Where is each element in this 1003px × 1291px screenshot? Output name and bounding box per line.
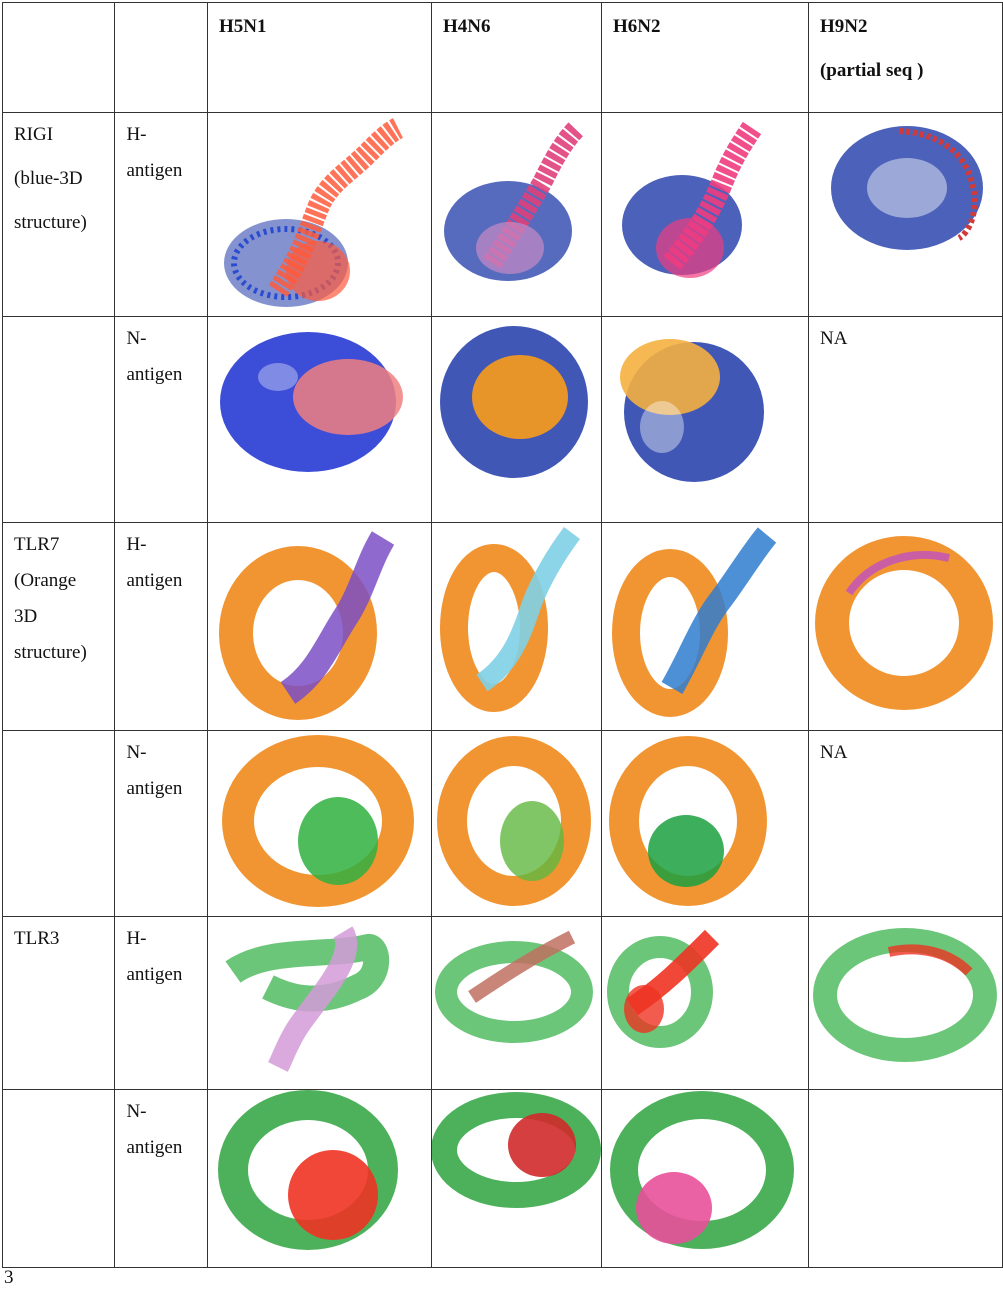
structure-image-tlr3-n-h5n1 — [206, 1089, 432, 1268]
structure-image-rigi-n-h4n6 — [430, 316, 602, 523]
header-cell-empty-1 — [1, 2, 116, 113]
structure-image-tlr7-n-h5n1 — [206, 730, 432, 917]
receptor-cell — [1, 1089, 116, 1268]
na-cell: NA — [807, 730, 1003, 917]
receptor-cell: TLR7 (Orange 3D structure) — [1, 522, 116, 731]
row-rigi-h-antigen: RIGI (blue-3D structure) H-antigen — [1, 112, 1003, 317]
receptor-cell — [1, 316, 116, 523]
row-rigi-n-antigen: N-antigen NA — [1, 316, 1003, 523]
structure-image-tlr7-h5n1 — [206, 522, 432, 731]
row-tlr3-n-antigen: N-antigen — [1, 1089, 1003, 1268]
row-tlr7-n-antigen: N-antigen NA — [1, 730, 1003, 917]
structure-image-rigi-n-h5n1 — [206, 316, 432, 523]
header-h5n1: H5N1 — [206, 2, 432, 113]
structure-image-tlr3-n-h4n6 — [430, 1089, 602, 1268]
structure-image-tlr7-n-h4n6 — [430, 730, 602, 917]
structure-image-rigi-h9n2 — [807, 112, 1003, 317]
header-h9n2: H9N2 (partial seq ) — [807, 2, 1003, 113]
receptor-cell — [1, 730, 116, 917]
structure-image-rigi-h4n6 — [430, 112, 602, 317]
row-tlr7-h-antigen: TLR7 (Orange 3D structure) H-antigen — [1, 522, 1003, 731]
antigen-cell: H-antigen — [114, 112, 208, 317]
structure-image-tlr3-h4n6 — [430, 916, 602, 1090]
antigen-cell: H-antigen — [114, 916, 208, 1090]
antigen-cell: N-antigen — [114, 730, 208, 917]
header-h4n6: H4N6 — [430, 2, 602, 113]
structure-image-rigi-n-h6n2 — [600, 316, 809, 523]
antigen-cell: N-antigen — [114, 316, 208, 523]
page-number: 3 — [4, 1267, 14, 1288]
receptor-cell: RIGI (blue-3D structure) — [1, 112, 116, 317]
empty-cell — [807, 1089, 1003, 1268]
receptor-cell: TLR3 — [1, 916, 116, 1090]
structure-image-rigi-h6n2 — [600, 112, 809, 317]
structure-image-tlr7-h9n2 — [807, 522, 1003, 731]
structure-image-tlr7-h6n2 — [600, 522, 809, 731]
results-table: H5N1 H4N6 H6N2 H9N2 (partial seq ) RIGI … — [1, 2, 1003, 1268]
header-h6n2: H6N2 — [600, 2, 809, 113]
na-cell: NA — [807, 316, 1003, 523]
structure-image-tlr3-n-h6n2 — [600, 1089, 809, 1268]
structure-image-tlr7-h4n6 — [430, 522, 602, 731]
header-cell-empty-2 — [114, 2, 208, 113]
antigen-cell: H-antigen — [114, 522, 208, 731]
structure-image-tlr3-h6n2 — [600, 916, 809, 1090]
structure-image-tlr7-n-h6n2 — [600, 730, 809, 917]
antigen-cell: N-antigen — [114, 1089, 208, 1268]
structure-image-rigi-h5n1 — [206, 112, 432, 317]
structure-image-tlr3-h9n2 — [807, 916, 1003, 1090]
header-row: H5N1 H4N6 H6N2 H9N2 (partial seq ) — [1, 2, 1003, 113]
structure-image-tlr3-h5n1 — [206, 916, 432, 1090]
row-tlr3-h-antigen: TLR3 H-antigen — [1, 916, 1003, 1090]
